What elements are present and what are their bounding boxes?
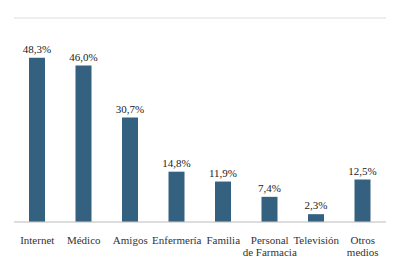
svg-text:Amigos: Amigos: [113, 234, 148, 246]
svg-text:48,3%: 48,3%: [23, 43, 51, 55]
svg-text:11,9%: 11,9%: [209, 167, 237, 179]
svg-text:12,5%: 12,5%: [348, 165, 376, 177]
svg-text:46,0%: 46,0%: [69, 51, 97, 63]
svg-text:2,3%: 2,3%: [305, 199, 328, 211]
svg-text:Familia: Familia: [206, 234, 240, 246]
svg-text:Internet: Internet: [20, 234, 54, 246]
svg-text:Otrosmedios: Otrosmedios: [347, 234, 379, 258]
svg-text:7,4%: 7,4%: [258, 182, 281, 194]
svg-text:30,7%: 30,7%: [116, 103, 144, 115]
svg-text:Televisión: Televisión: [293, 234, 339, 246]
svg-text:Médico: Médico: [67, 234, 101, 246]
svg-text:Enfermería: Enfermería: [152, 234, 202, 246]
svg-text:14,8%: 14,8%: [162, 157, 190, 169]
svg-text:Personalde Farmacia: Personalde Farmacia: [243, 234, 297, 258]
